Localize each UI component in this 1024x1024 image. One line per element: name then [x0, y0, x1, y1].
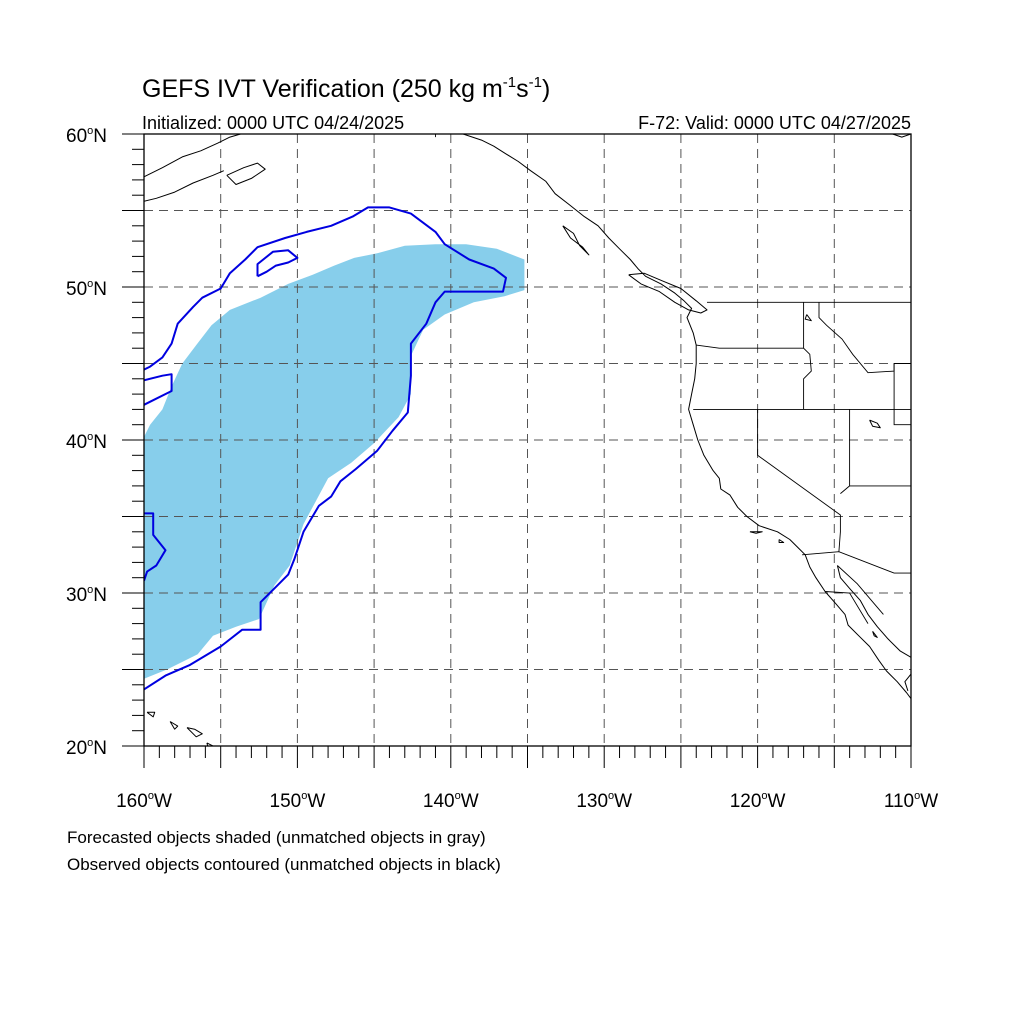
valid-time-label: F-72: Valid: 0000 UTC 04/27/2025 — [638, 113, 911, 133]
forecast-note: Forecasted objects shaded (unmatched obj… — [67, 828, 486, 847]
political-borders — [435, 134, 911, 624]
observed-ivt-contour — [144, 512, 167, 582]
state-border — [802, 551, 911, 574]
latitude-label: 20oN — [66, 737, 107, 759]
coastline — [892, 134, 911, 138]
latitude-labels: 60oN 50oN 40oN 30oN 20oN — [66, 125, 107, 759]
state-border — [696, 344, 804, 349]
coastline — [169, 721, 179, 730]
coastline — [869, 419, 881, 429]
coastline — [804, 314, 812, 322]
state-border — [893, 363, 911, 426]
coastline — [778, 539, 785, 543]
coastline — [186, 727, 203, 738]
map-plot-area — [144, 134, 911, 746]
state-border — [757, 409, 841, 552]
coastline — [462, 134, 911, 699]
observed-note: Observed objects contoured (unmatched ob… — [67, 855, 501, 874]
coastline — [562, 225, 590, 256]
coastline — [904, 673, 911, 692]
coastline — [836, 565, 911, 658]
state-border — [840, 409, 851, 494]
observed-ivt-contour — [144, 373, 173, 406]
longitude-label: 110oW — [884, 790, 938, 812]
forecast-objects — [144, 244, 525, 679]
coastline — [146, 711, 156, 718]
observed-ivt-contour — [256, 249, 299, 278]
observed-objects — [144, 206, 507, 691]
longitude-label: 160oW — [116, 790, 172, 812]
coastline — [749, 531, 763, 534]
latitude-label: 30oN — [66, 584, 107, 606]
state-border — [837, 565, 884, 615]
coastlines — [144, 134, 911, 746]
state-border — [803, 302, 812, 410]
observed-ivt-contour — [144, 206, 507, 691]
init-time-label: Initialized: 0000 UTC 04/24/2025 — [142, 113, 404, 133]
longitude-label: 140oW — [423, 790, 479, 812]
longitude-label: 150oW — [270, 790, 326, 812]
coastline — [628, 272, 708, 314]
map-title: GEFS IVT Verification (250 kg m-1s-1) — [142, 74, 550, 103]
coastline — [872, 630, 878, 638]
axis-ticks — [122, 133, 912, 768]
forecast-ivt-object — [144, 244, 525, 679]
latitude-label: 60oN — [66, 125, 107, 147]
longitude-labels: 160oW 150oW 140oW 130oW 120oW 110oW — [116, 790, 938, 812]
longitude-label: 120oW — [730, 790, 786, 812]
coastline — [144, 134, 241, 178]
coastline — [144, 170, 224, 202]
latitude-label: 50oN — [66, 278, 107, 300]
coastline — [226, 162, 266, 185]
state-border — [818, 302, 911, 374]
state-border — [825, 591, 869, 624]
longitude-label: 130oW — [576, 790, 632, 812]
latitude-label: 40oN — [66, 431, 107, 453]
lat-lon-grid — [144, 134, 911, 746]
